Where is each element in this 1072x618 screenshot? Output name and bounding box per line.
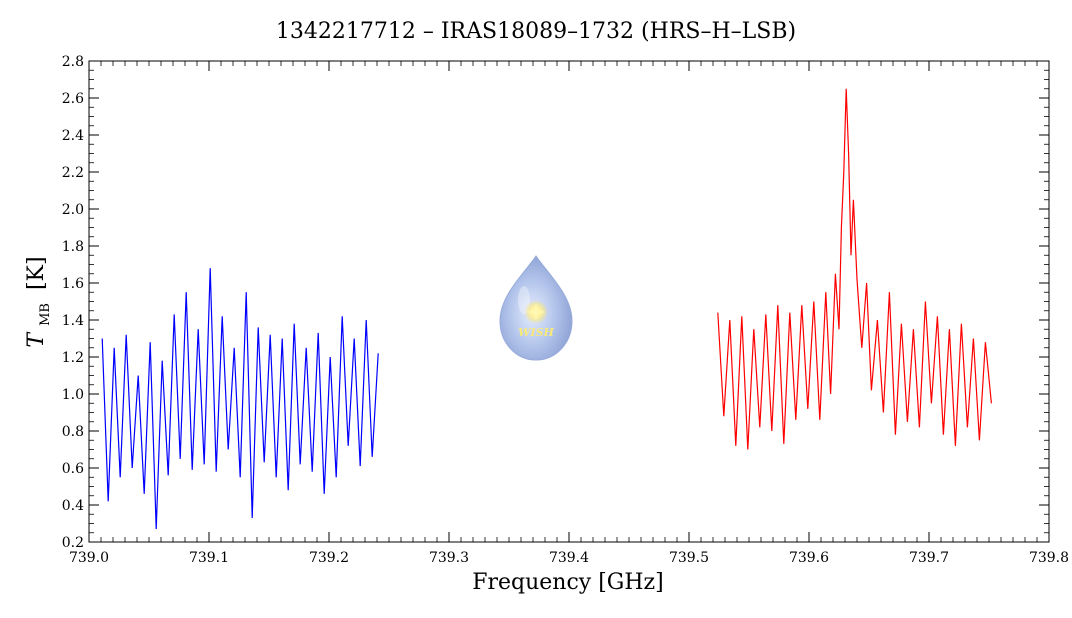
x-axis-label: Frequency [GHz] xyxy=(472,570,664,595)
x-tick-label: 739.8 xyxy=(1029,550,1069,566)
y-tick-label: 0.2 xyxy=(62,535,84,551)
y-axis-label-symbol: T xyxy=(24,331,49,348)
x-tick-label: 739.6 xyxy=(789,550,829,566)
x-tick-label: 739.7 xyxy=(909,550,949,566)
series-layer xyxy=(101,88,992,530)
y-tick-label: 0.6 xyxy=(62,461,84,477)
y-tick-label: 1.2 xyxy=(62,350,84,366)
y-tick-label: 2.8 xyxy=(62,54,84,70)
y-axis-label-unit: [K] xyxy=(24,256,49,290)
y-axis-label: T MB [K] xyxy=(24,256,55,347)
x-tick-label: 739.2 xyxy=(309,550,349,566)
x-tick-label: 739.1 xyxy=(189,550,229,566)
y-axis: 0.2 0.4 0.6 0.8 1.0 1.2 1.4 1.6 1.8 2.0 2.2 2.4 2.6 2… xyxy=(62,54,1049,551)
x-tick-label: 739.0 xyxy=(69,550,109,566)
plot-frame xyxy=(88,60,1050,543)
chart-title: 1342217712 – IRAS18089–1732 (HRS–H–LSB) xyxy=(276,19,796,44)
x-tick-label: 739.5 xyxy=(669,550,709,566)
x-axis: 739.0 739.1 739.2 739.3 739.4 739.5 739.6 739.7… xyxy=(69,61,1069,566)
y-tick-label: 1.0 xyxy=(62,387,84,403)
y-tick-label: 2.6 xyxy=(62,91,84,107)
logo-text: WISH xyxy=(518,326,554,339)
y-axis-label-subscript: MB xyxy=(38,303,53,326)
y-tick-label: 1.6 xyxy=(62,276,84,292)
x-tick-label: 739.3 xyxy=(429,550,469,566)
watermark-logo: WISH xyxy=(499,255,573,361)
y-tick-label: 0.4 xyxy=(62,498,84,514)
series-line-2 xyxy=(717,88,992,450)
y-tick-label: 2.4 xyxy=(62,128,84,144)
y-tick-label: 1.8 xyxy=(62,239,84,255)
y-tick-label: 2.0 xyxy=(62,202,84,218)
x-tick-label: 739.4 xyxy=(549,550,589,566)
series-line-1 xyxy=(101,268,379,530)
y-tick-label: 2.2 xyxy=(62,165,84,181)
y-tick-label: 1.4 xyxy=(62,313,84,329)
y-tick-label: 0.8 xyxy=(62,424,84,440)
